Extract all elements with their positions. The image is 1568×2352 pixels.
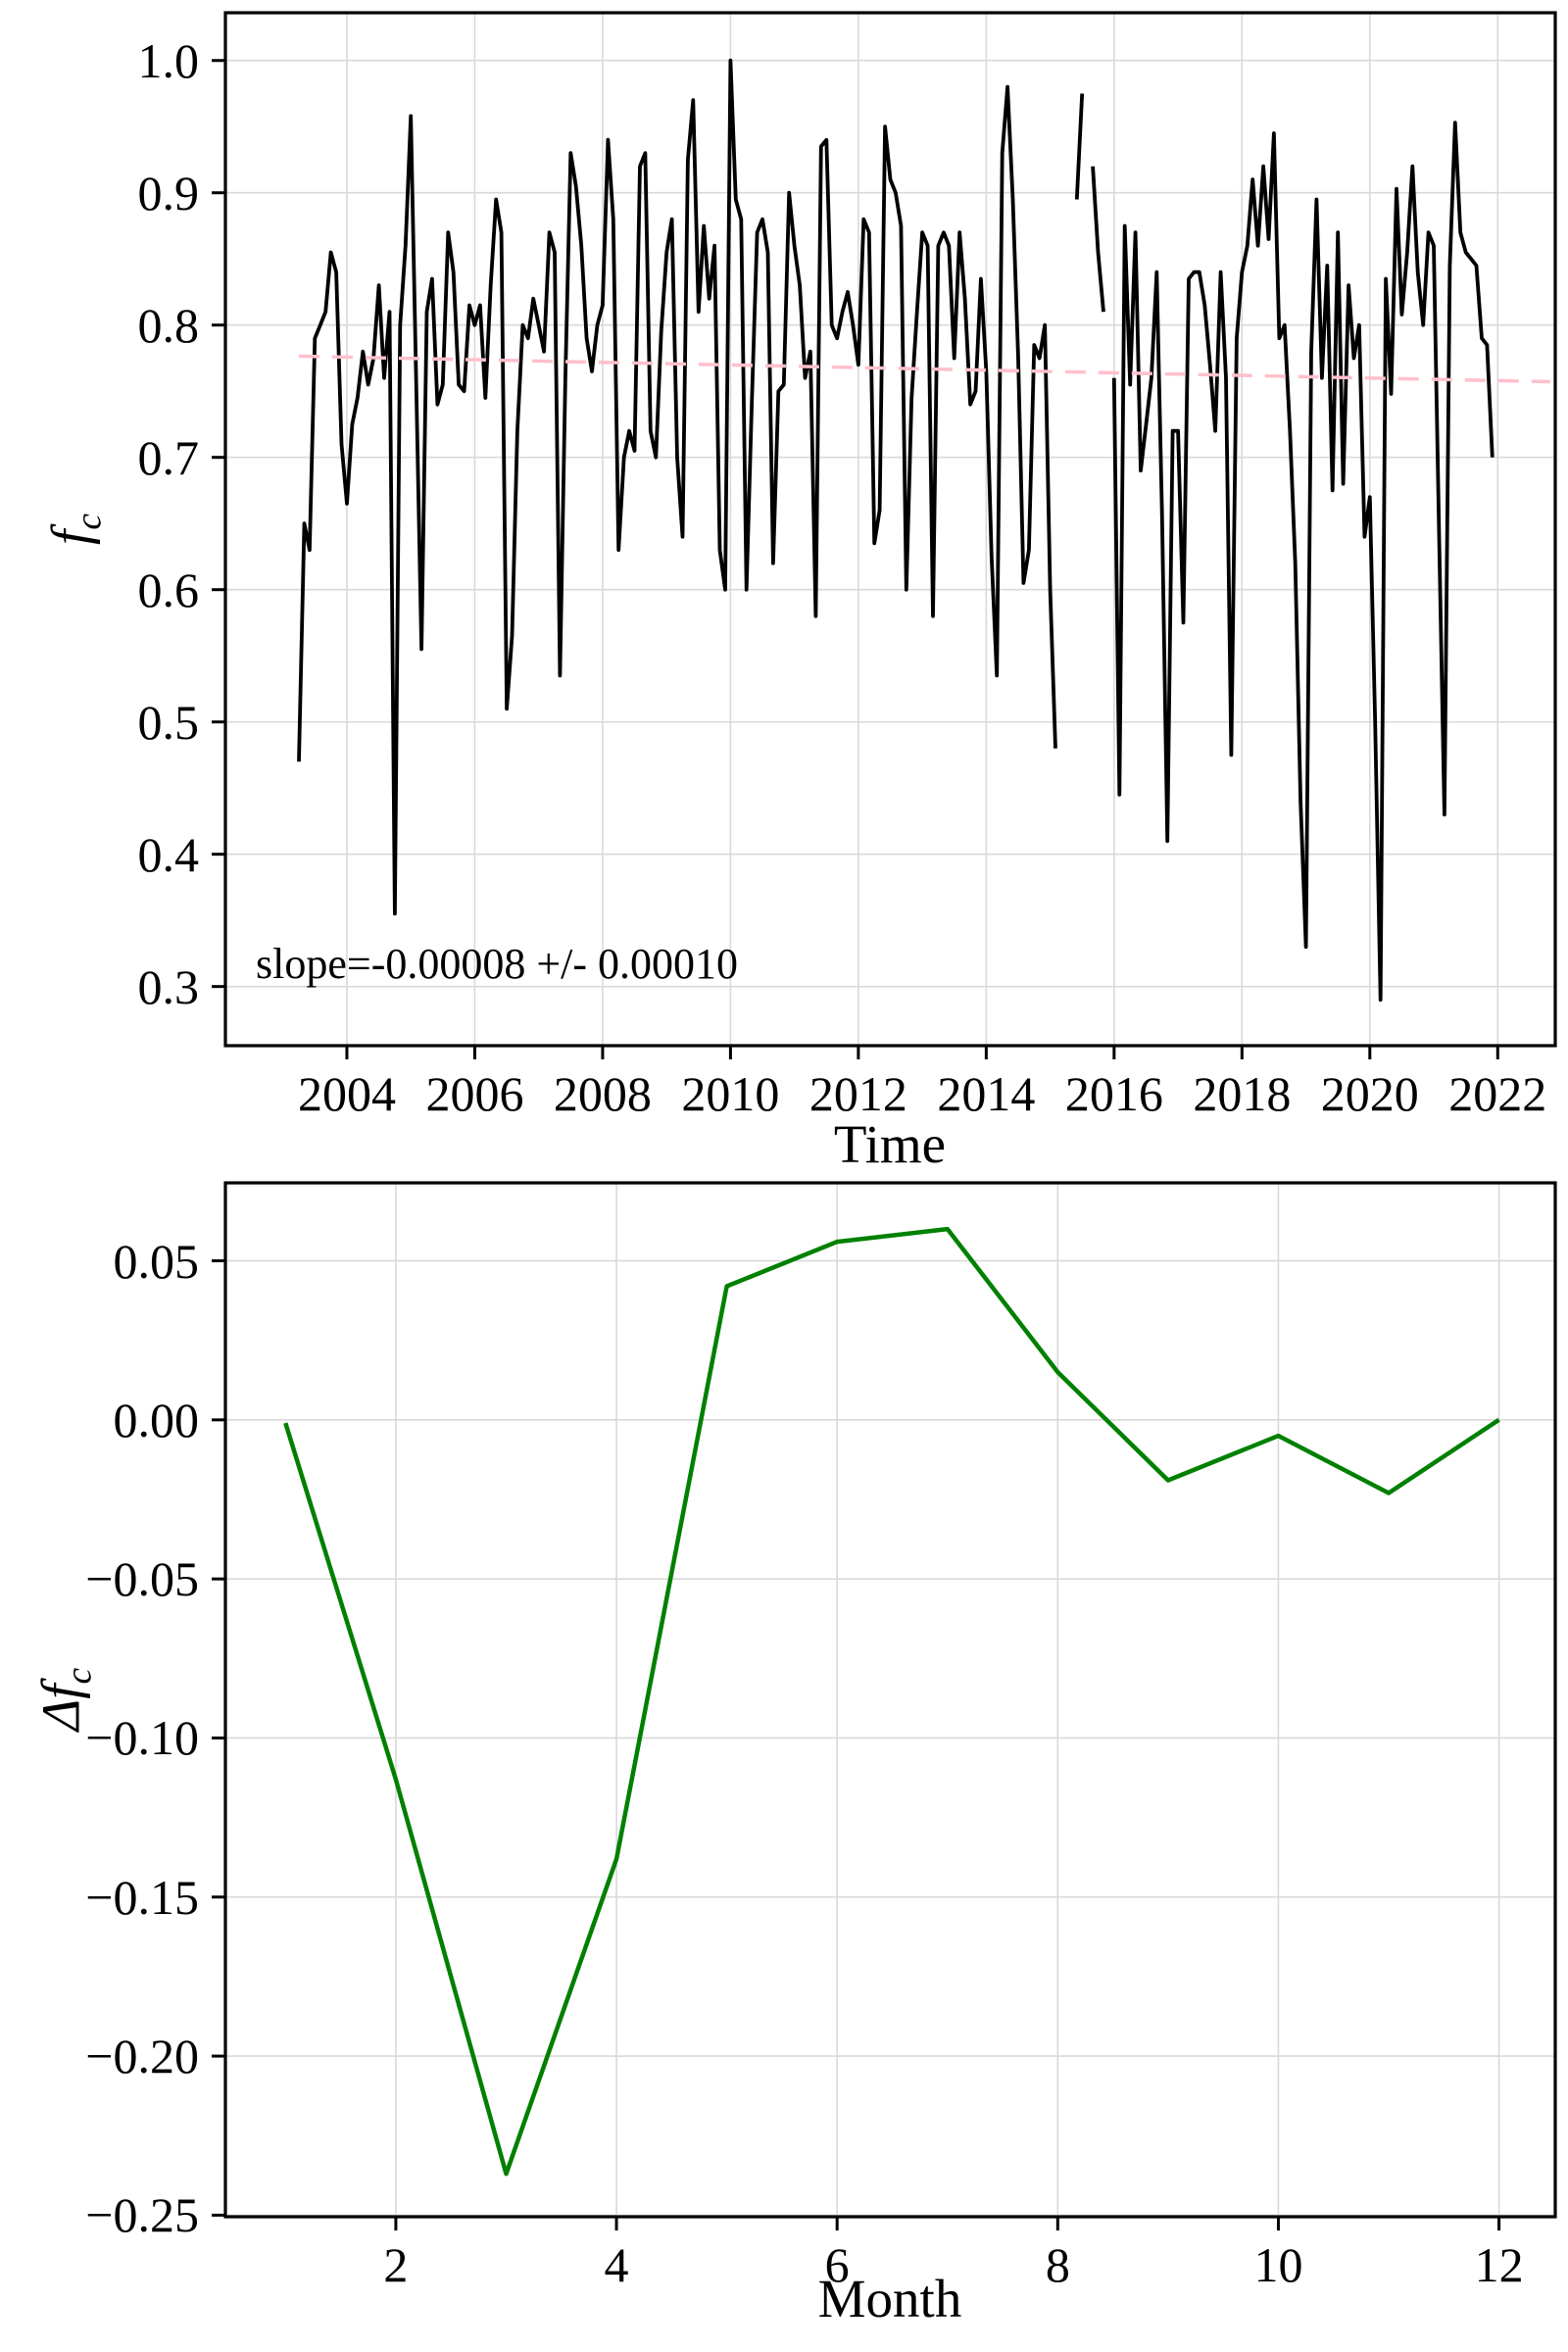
y-axis-label-delta-fc: Δfc	[30, 1667, 100, 1732]
y-tick-label: 0.8	[137, 297, 200, 353]
series-fc-monthly	[297, 58, 1494, 1003]
x-tick-label: 2006	[425, 1066, 524, 1121]
x-tick-label: 4	[604, 2237, 629, 2292]
y-axis-label-fc: fc	[40, 514, 110, 545]
y-tick-label: 0.6	[137, 562, 200, 617]
x-tick-label: 12	[1474, 2237, 1524, 2292]
delta-fc-plot-area	[212, 1181, 1557, 2230]
x-tick-label: 2008	[553, 1066, 652, 1121]
y-tick-label: 0.3	[137, 958, 200, 1014]
slope-annotation: slope=-0.00008 +/- 0.00010	[256, 940, 739, 988]
y-tick-label: 0.5	[137, 694, 200, 750]
y-tick-label: 0.4	[137, 826, 200, 882]
x-tick-label: 2004	[297, 1066, 396, 1121]
x-tick-label: 2022	[1448, 1066, 1547, 1121]
y-tick-label: −0.10	[85, 1710, 199, 1766]
y-tick-label: −0.15	[85, 1869, 199, 1925]
fc-timeseries-plot-area	[212, 11, 1557, 1059]
series-linear-trend	[298, 354, 1550, 384]
x-tick-label: 2018	[1193, 1066, 1292, 1121]
axes-spines	[223, 1181, 1557, 2219]
x-tick-label: 2010	[681, 1066, 780, 1121]
x-axis-label-time: Time	[833, 1114, 947, 1174]
x-tick-label: 2014	[937, 1066, 1036, 1121]
x-tick-label: 2012	[808, 1066, 907, 1121]
y-tick-label: 1.0	[137, 32, 200, 88]
axes-spines	[223, 11, 1557, 1048]
y-tick-label: 0.7	[137, 429, 200, 485]
x-tick-label: 6	[824, 2237, 850, 2292]
x-axis-label-month: Month	[817, 2269, 962, 2328]
x-tick-label: 8	[1045, 2237, 1070, 2292]
x-tick-label: 2020	[1320, 1066, 1419, 1121]
x-tick-label: 10	[1253, 2237, 1303, 2292]
y-tick-label: −0.20	[85, 2029, 199, 2084]
y-tick-label: −0.25	[85, 2187, 199, 2243]
y-tick-label: −0.05	[85, 1551, 199, 1607]
y-tick-label: 0.9	[137, 165, 200, 220]
y-tick-label: 0.00	[113, 1392, 200, 1447]
x-tick-label: 2	[383, 2237, 409, 2292]
x-tick-label: 2016	[1064, 1066, 1163, 1121]
series-delta-fc-by-month	[283, 1226, 1500, 2177]
y-tick-label: 0.05	[113, 1233, 200, 1289]
